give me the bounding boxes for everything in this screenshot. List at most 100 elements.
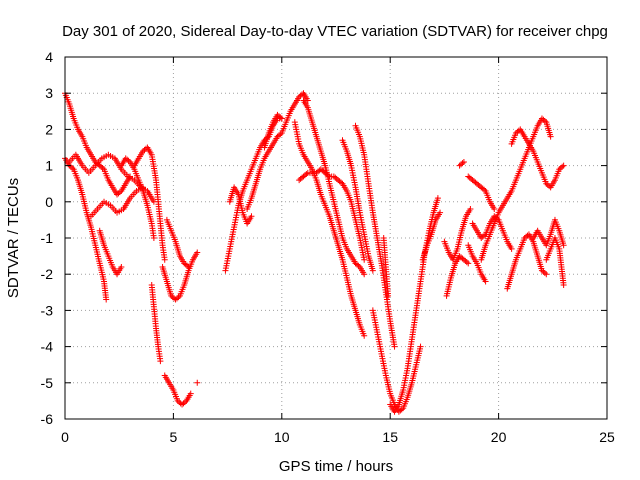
series-arc-12 [194,379,201,386]
series-arc-6 [118,155,157,241]
data-point [541,269,548,276]
series-arc-21 [352,122,398,350]
axis-ticks: 0 5 10 15 20 25 -6 -5 -4 -3 -2 -1 0 1 2 3 4 [41,49,615,445]
series-arc-20 [339,137,376,274]
data-point [560,162,567,169]
data-point [491,206,498,213]
data-point [417,343,424,350]
data-point [185,263,192,270]
series-arc-9 [161,372,194,408]
data-point [157,358,164,365]
data-point [482,278,489,285]
data-point [434,195,441,202]
y-tick-label: -1 [41,230,54,246]
data-point [560,242,567,249]
x-tick-label: 0 [61,429,69,445]
data-point [481,186,488,193]
data-point [99,165,106,172]
x-tick-label: 15 [382,429,398,445]
data-point [125,157,132,164]
data-point [524,232,531,239]
data-point [459,160,466,167]
series-arc-24 [387,195,441,415]
series-arc-4 [88,184,147,220]
data-point [103,296,110,303]
series-arc-14 [226,184,255,227]
series-arc-30 [465,242,489,285]
series-arc-5 [96,227,125,278]
data-point [481,232,488,239]
data-point [278,115,285,122]
series-arc-19 [296,166,368,263]
y-tick-label: -4 [41,339,54,355]
series-arc-17 [291,119,368,339]
data-point [547,133,554,140]
data-point [560,282,567,289]
y-tick-label: 4 [45,49,53,65]
x-tick-label: 5 [170,429,178,445]
data-point [161,256,168,263]
data-point [463,259,470,266]
data-point [187,390,194,397]
series-arc-34 [508,126,567,191]
series-arc-13 [222,115,285,274]
chart-title: Day 301 of 2020, Sidereal Day-to-day VTE… [62,23,608,40]
data-point [508,245,515,252]
data-point [467,206,474,213]
data-point [465,260,472,267]
series-arc-35 [530,216,567,249]
series-arc-29 [465,173,498,213]
y-tick-label: 3 [45,85,53,101]
y-tick-label: -3 [41,302,54,318]
data-point [515,127,522,134]
series-arc-22 [369,307,424,415]
data-point [194,249,201,256]
y-tick-label: -2 [41,266,54,282]
data-point [437,209,444,216]
data-point [181,399,188,406]
data-point [142,145,149,152]
data-point [338,179,345,186]
data-point [541,117,548,124]
data-point [385,292,392,299]
data-point [460,158,467,165]
data-point [277,131,284,138]
data-point [184,262,191,269]
series-arc-16 [261,111,285,151]
data-point [299,91,306,98]
data-point [559,163,566,170]
series-arc-15 [244,90,311,213]
series-arc-2 [62,155,110,303]
x-tick-label: 10 [274,429,290,445]
series-arc-28 [456,158,467,169]
y-axis-label: SDTVAR / TECUs [5,178,22,298]
series-arc-11 [163,216,192,270]
data-point [355,262,362,269]
data-point [543,271,550,278]
data-point [361,256,368,263]
data-point [369,267,376,274]
data-point [361,271,368,278]
series-arc-36 [543,235,567,289]
series-arc-8 [148,282,164,365]
data-point [361,332,368,339]
series-arc-23 [380,235,392,299]
series-arc-25 [419,209,444,263]
data-point [69,165,76,172]
data-point [303,171,310,178]
series-arc-10 [159,249,201,303]
data-point [325,172,332,179]
data-point [116,189,123,196]
data-point [118,263,125,270]
series-arc-26 [441,206,474,263]
data-point [150,235,157,241]
series-arc-27 [443,253,472,299]
data-point [194,379,201,386]
y-tick-label: -6 [41,411,54,427]
data-point [546,183,553,190]
y-tick-label: 1 [45,158,53,174]
x-tick-label: 20 [491,429,507,445]
y-tick-label: 2 [45,121,53,137]
x-tick-label: 25 [599,429,615,445]
